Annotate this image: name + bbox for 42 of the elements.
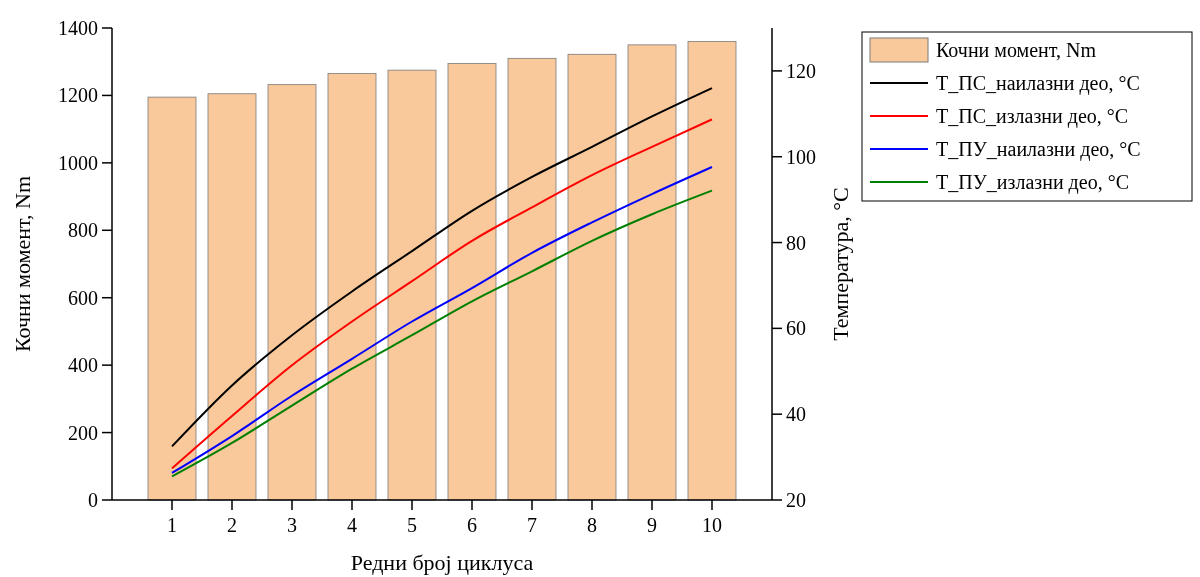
bar bbox=[687, 41, 737, 501]
y2-tick-label: 20 bbox=[786, 489, 806, 511]
y2-tick-label: 120 bbox=[786, 59, 816, 82]
x-axis-title: Редни број циклуса bbox=[350, 550, 534, 575]
x-tick-label: 9 bbox=[647, 514, 657, 536]
legend-label: T_ПУ_наилазни део, °C bbox=[936, 138, 1141, 161]
bar bbox=[267, 84, 317, 501]
y2-tick-label: 40 bbox=[786, 403, 806, 426]
x-tick-label: 8 bbox=[587, 514, 597, 536]
x-tick-label: 6 bbox=[467, 514, 477, 536]
legend-label: Кочни момент, Nm bbox=[936, 39, 1097, 61]
y2-tick-label: 80 bbox=[786, 231, 806, 254]
y2-tick-label: 60 bbox=[786, 317, 806, 340]
legend-label: T_ПС_наилазни део, °C bbox=[936, 72, 1140, 95]
bar bbox=[147, 96, 197, 501]
bar bbox=[327, 73, 377, 501]
x-tick-label: 10 bbox=[702, 514, 722, 536]
legend-label: T_ПС_излазни део, °C bbox=[936, 105, 1129, 128]
x-tick-label: 4 bbox=[347, 514, 357, 536]
x-tick-label: 1 bbox=[167, 514, 177, 536]
x-tick-label: 7 bbox=[527, 514, 537, 536]
y-tick-label: 600 bbox=[68, 286, 98, 309]
y-axis-title: Кочни момент, Nm bbox=[10, 175, 35, 353]
y-tick-label: 800 bbox=[68, 219, 98, 242]
y2-axis-title: Температура, °C bbox=[828, 187, 853, 341]
y-tick-label: 1400 bbox=[58, 17, 98, 39]
y-tick-label: 0 bbox=[88, 489, 98, 511]
y2-tick-label: 100 bbox=[786, 145, 816, 168]
x-tick-label: 3 bbox=[287, 514, 297, 536]
y-tick-label: 400 bbox=[68, 354, 98, 377]
bar bbox=[507, 57, 557, 501]
legend-label: T_ПУ_излазни део, °C bbox=[936, 171, 1129, 194]
bar bbox=[207, 93, 257, 501]
bar bbox=[447, 63, 497, 501]
y-tick-label: 1200 bbox=[58, 84, 98, 107]
y-tick-label: 1000 bbox=[58, 151, 98, 174]
bar bbox=[567, 53, 617, 501]
bar bbox=[627, 44, 677, 501]
x-tick-label: 5 bbox=[407, 514, 417, 536]
x-tick-label: 2 bbox=[227, 514, 237, 536]
bar bbox=[387, 69, 437, 501]
y-tick-label: 200 bbox=[68, 421, 98, 444]
